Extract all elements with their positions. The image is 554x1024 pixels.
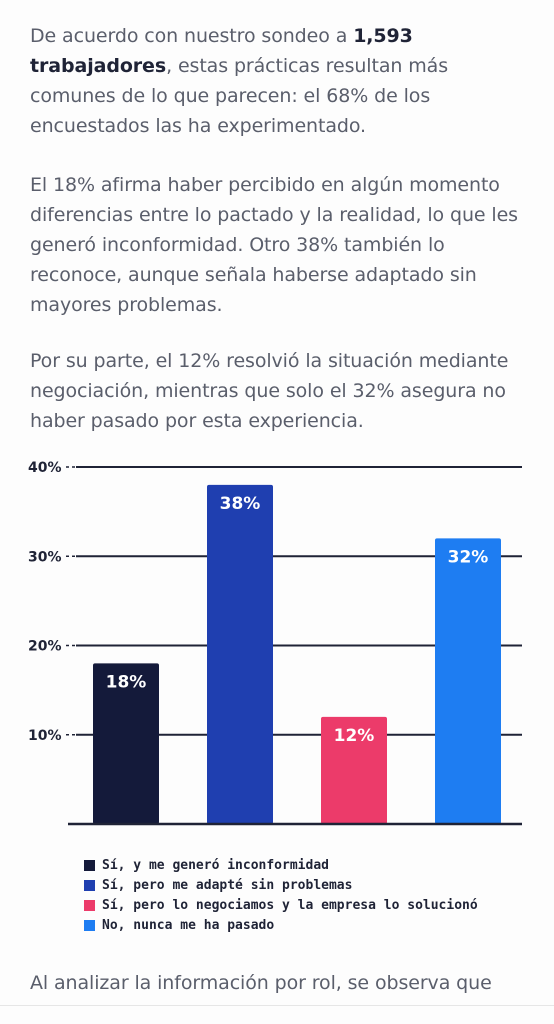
intro-text-pre: De acuerdo con nuestro sondeo a xyxy=(30,25,354,47)
sample-size-highlight: 1,593 trabajadores xyxy=(30,25,413,77)
bar xyxy=(93,663,159,824)
body-paragraph-3: Por su parte, el 12% resolvió la situaci… xyxy=(30,350,509,432)
y-tick-label: 40% xyxy=(28,460,62,476)
legend-item: Sí, y me generó inconformidad xyxy=(84,855,478,875)
legend-swatch xyxy=(84,919,95,931)
divider xyxy=(0,1005,554,1006)
legend-swatch xyxy=(84,859,95,871)
bar xyxy=(321,716,387,824)
legend-item: Sí, pero lo negociamos y la empresa lo s… xyxy=(84,895,478,915)
body-paragraph-2: El 18% afirma haber percibido en algún m… xyxy=(30,174,518,316)
intro-paragraph: De acuerdo con nuestro sondeo a 1,593 tr… xyxy=(30,21,530,141)
legend-swatch xyxy=(84,899,95,911)
bar-value-label: 38% xyxy=(220,494,261,514)
legend-label: Sí, pero lo negociamos y la empresa lo s… xyxy=(102,897,478,913)
legend-label: Sí, pero me adapté sin problemas xyxy=(102,877,353,893)
bar-value-label: 18% xyxy=(106,672,147,692)
bar xyxy=(207,484,273,824)
legend-label: Sí, y me generó inconformidad xyxy=(102,857,329,873)
legend-item: No, nunca me ha pasado xyxy=(84,915,478,935)
bar xyxy=(435,538,501,824)
bar-chart-svg: 10% 20% 30% 40% 18% 38% 12% 32% xyxy=(28,460,522,826)
chart-legend: Sí, y me generó inconformidad Sí, pero me… xyxy=(84,855,478,935)
bar-chart: 10% 20% 30% 40% 18% 38% 12% 32% xyxy=(0,450,554,840)
y-tick-label: 20% xyxy=(28,639,62,655)
legend-item: Sí, pero me adapté sin problemas xyxy=(84,875,478,895)
y-tick-label: 10% xyxy=(28,728,62,744)
bar-value-label: 12% xyxy=(334,726,375,746)
legend-label: No, nunca me ha pasado xyxy=(102,917,275,933)
body-paragraph-4: Al analizar la información por rol, se o… xyxy=(30,972,492,994)
intro-text-post: , estas prácticas resultan más comunes d… xyxy=(30,55,449,137)
legend-swatch xyxy=(84,879,95,891)
bar-value-label: 32% xyxy=(448,547,489,567)
y-tick-label: 30% xyxy=(28,549,62,565)
